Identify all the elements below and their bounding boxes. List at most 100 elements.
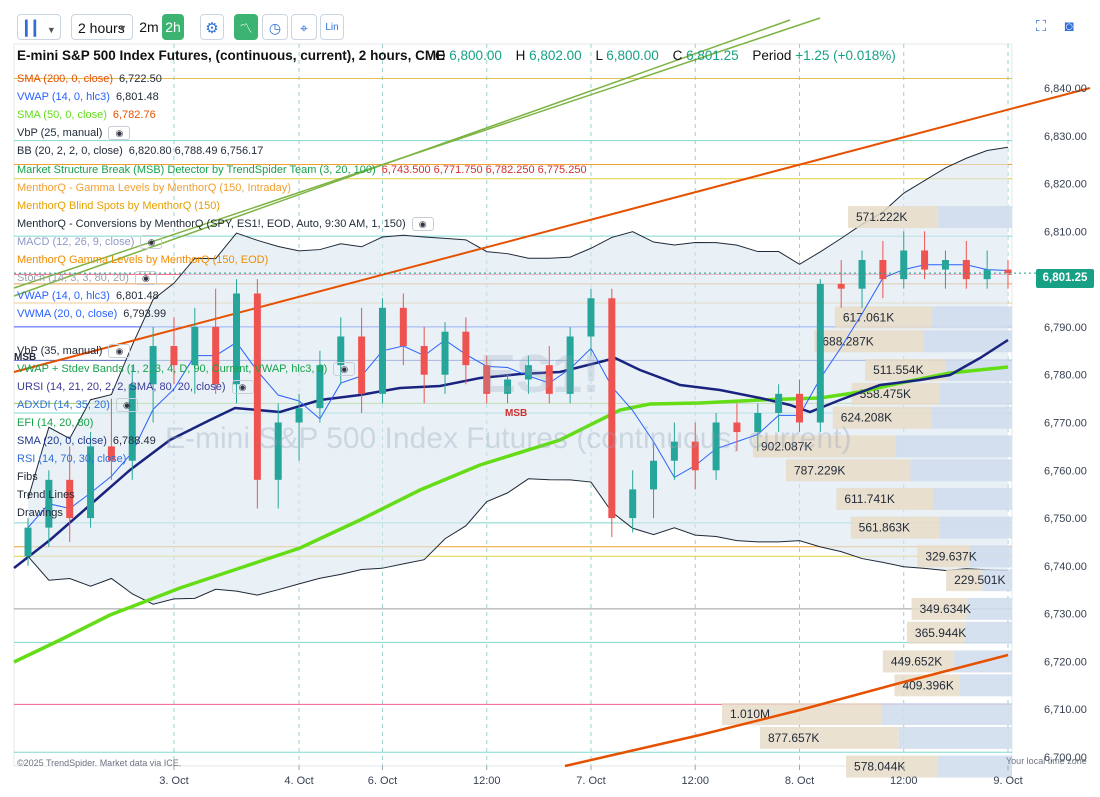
open-value: 6,800.00 (449, 48, 502, 63)
indicator-row[interactable]: VWAP + Stdev Bands (1, 2, 3, 4, D, 90, C… (17, 361, 356, 376)
line-chart-icon: 〽 (239, 21, 253, 36)
volume-profile-label: 617.061K (843, 310, 894, 324)
indicator-label: URSI (14, 21, 20, 2, 2, SMA, 80, 20, clo… (17, 380, 226, 393)
volume-profile-bar (937, 755, 1012, 778)
indicator-row[interactable]: MenthorQ - Gamma Levels by MenthorQ (150… (17, 181, 291, 195)
screenshot-button[interactable]: ◙ (1058, 14, 1080, 40)
volume-profile-bar (982, 569, 1012, 592)
volume-profile-bar (906, 621, 965, 644)
eye-icon[interactable]: ◉ (411, 216, 434, 231)
volume-profile-bar (752, 435, 896, 458)
interval-dropdown[interactable]: 2 hours ▼ (71, 14, 133, 40)
clock-button[interactable]: ◷ (262, 14, 288, 40)
volume-profile-bar (939, 382, 1012, 405)
bollinger-band-fill (28, 147, 1008, 605)
indicator-row[interactable]: VbP (35, manual) ◉ (17, 343, 131, 358)
volume-profile-bar (850, 516, 940, 539)
indicator-row[interactable]: ADXDI (14, 35, 20) ◉ (17, 397, 138, 412)
eye-icon[interactable]: ◉ (108, 343, 131, 358)
candle-body (441, 331, 449, 375)
eye-icon[interactable]: ◉ (231, 379, 254, 394)
volume-profile-bar (836, 487, 933, 510)
indicator-row[interactable]: VWAP (14, 0, hlc3) 6,801.48 (17, 289, 159, 303)
indicator-row[interactable]: VWAP (14, 0, hlc3) 6,801.48 (17, 90, 159, 104)
candle-body (462, 331, 470, 366)
crosshair-button[interactable]: ⌖ (291, 14, 317, 40)
chart-type-dropdown[interactable]: ┃┃ ▼ (17, 14, 61, 40)
eye-icon[interactable]: ◉ (134, 271, 157, 286)
indicator-row[interactable]: Fibs (17, 470, 38, 484)
volume-profile-bar (834, 306, 933, 329)
chart-toolbar: ┃┃ ▼ 2 hours ▼ 2m 2h ⚙ 〽 ◷ ⌖ Lin ⛶ ◙ (0, 0, 1100, 52)
volume-profile-label: 365.944K (915, 626, 966, 640)
x-axis-tick-label: 9. Oct (993, 775, 1022, 787)
eye-icon[interactable]: ◉ (333, 361, 356, 376)
indicator-label: VWAP (14, 0, hlc3) (17, 91, 110, 104)
eye-icon[interactable]: ◉ (108, 126, 131, 141)
indicator-row[interactable]: SMA (50, 0, close) 6,782.76 (17, 108, 156, 122)
volume-profile-bar (847, 206, 939, 229)
volume-profile-bar (931, 406, 1012, 429)
linear-scale-button[interactable]: Lin (320, 14, 344, 40)
candle-body (149, 346, 157, 385)
volume-profile-label: 578.044K (854, 760, 905, 774)
indicator-row[interactable]: Drawings (17, 506, 63, 520)
indicator-row[interactable]: Trend Lines (17, 488, 75, 502)
indicator-value: 6,801.48 (115, 91, 159, 104)
chevron-down-icon: ▼ (46, 25, 56, 35)
indicator-value: 6,788.49 (112, 435, 156, 447)
indicator-row[interactable]: MenthorQ Gamma Levels by MenthorQ (150, … (17, 253, 268, 267)
indicator-row[interactable]: MACD (12, 26, 9, close) ◉ (17, 234, 163, 249)
volume-profile-bar (911, 597, 967, 620)
y-axis-tick-label: 6,790.00 (1044, 322, 1087, 334)
indicator-value: 6,782.76 (112, 109, 156, 122)
watermark-text: E-mini S&P 500 Index Futures (continuous… (165, 422, 851, 455)
indicator-row[interactable]: Market Structure Break (MSB) Detector by… (17, 163, 587, 177)
quick-interval-2h[interactable]: 2h (162, 14, 184, 40)
indicator-row[interactable]: MenthorQ Blind Spots by MenthorQ (150) (17, 199, 220, 213)
y-axis-tick-label: 6,840.00 (1044, 83, 1087, 95)
volume-profile-label: 611.741K (844, 492, 895, 506)
indicator-toggle-button[interactable]: 〽 (234, 14, 258, 40)
y-axis-tick-label: 6,750.00 (1044, 513, 1087, 525)
quick-interval-2m[interactable]: 2m (139, 19, 159, 35)
indicator-label: BB (20, 2, 2, 0, close) (17, 145, 123, 158)
candle-body (87, 446, 95, 519)
copyright-text: ©2025 TrendSpider. Market data via ICE. (17, 758, 182, 768)
volume-profile-label: 877.657K (768, 731, 819, 745)
indicator-row[interactable]: RSI (14, 70, 30, close) (17, 452, 126, 466)
indicator-row[interactable]: Stoch (14, 3, 3, 80, 20) ◉ (17, 271, 157, 286)
indicator-row[interactable]: BB (20, 2, 2, 0, close) 6,820.80 6,788.49… (17, 144, 263, 158)
crosshair-icon: ⌖ (300, 20, 308, 36)
candle-body (795, 393, 803, 423)
candle-body (879, 260, 887, 280)
volume-profile-bar (759, 726, 899, 749)
msb-marker: MSB (14, 352, 37, 363)
candle-body (816, 283, 824, 423)
eye-icon[interactable]: ◉ (140, 234, 163, 249)
y-axis-tick-label: 6,720.00 (1044, 656, 1087, 668)
sma-200-line (564, 653, 1009, 768)
volume-profile-label: 349.634K (920, 602, 971, 616)
settings-button[interactable]: ⚙ (200, 14, 224, 40)
fullscreen-button[interactable]: ⛶ (1030, 14, 1052, 40)
indicator-row[interactable]: VWMA (20, 0, close) 6,793.99 (17, 307, 166, 321)
x-axis-tick-label: 12:00 (890, 775, 918, 787)
indicator-row[interactable]: EFI (14, 20, 80) (17, 416, 93, 430)
indicator-label: MenthorQ - Conversions by MenthorQ (SPY,… (17, 217, 406, 230)
indicator-row[interactable]: SMA (20, 0, close) 6,788.49 (17, 434, 156, 448)
indicator-row[interactable]: MenthorQ - Conversions by MenthorQ (SPY,… (17, 216, 434, 231)
indicator-row[interactable]: VbP (25, manual) ◉ (17, 126, 131, 141)
indicator-row[interactable]: URSI (14, 21, 20, 2, 2, SMA, 80, 20, clo… (17, 379, 254, 394)
volume-profile-label: 571.222K (856, 210, 907, 224)
sma-20-line (13, 338, 1009, 569)
y-axis-tick-label: 6,810.00 (1044, 226, 1087, 238)
close-label: C (672, 48, 683, 63)
candle-body (775, 393, 783, 413)
eye-icon[interactable]: ◉ (115, 397, 138, 412)
volume-profile-label: 1.010M (730, 707, 770, 721)
indicator-label: SMA (50, 0, close) (17, 109, 107, 122)
candle-body (670, 441, 678, 461)
indicator-row[interactable]: SMA (200, 0, close) 6,722.50 (17, 72, 162, 86)
